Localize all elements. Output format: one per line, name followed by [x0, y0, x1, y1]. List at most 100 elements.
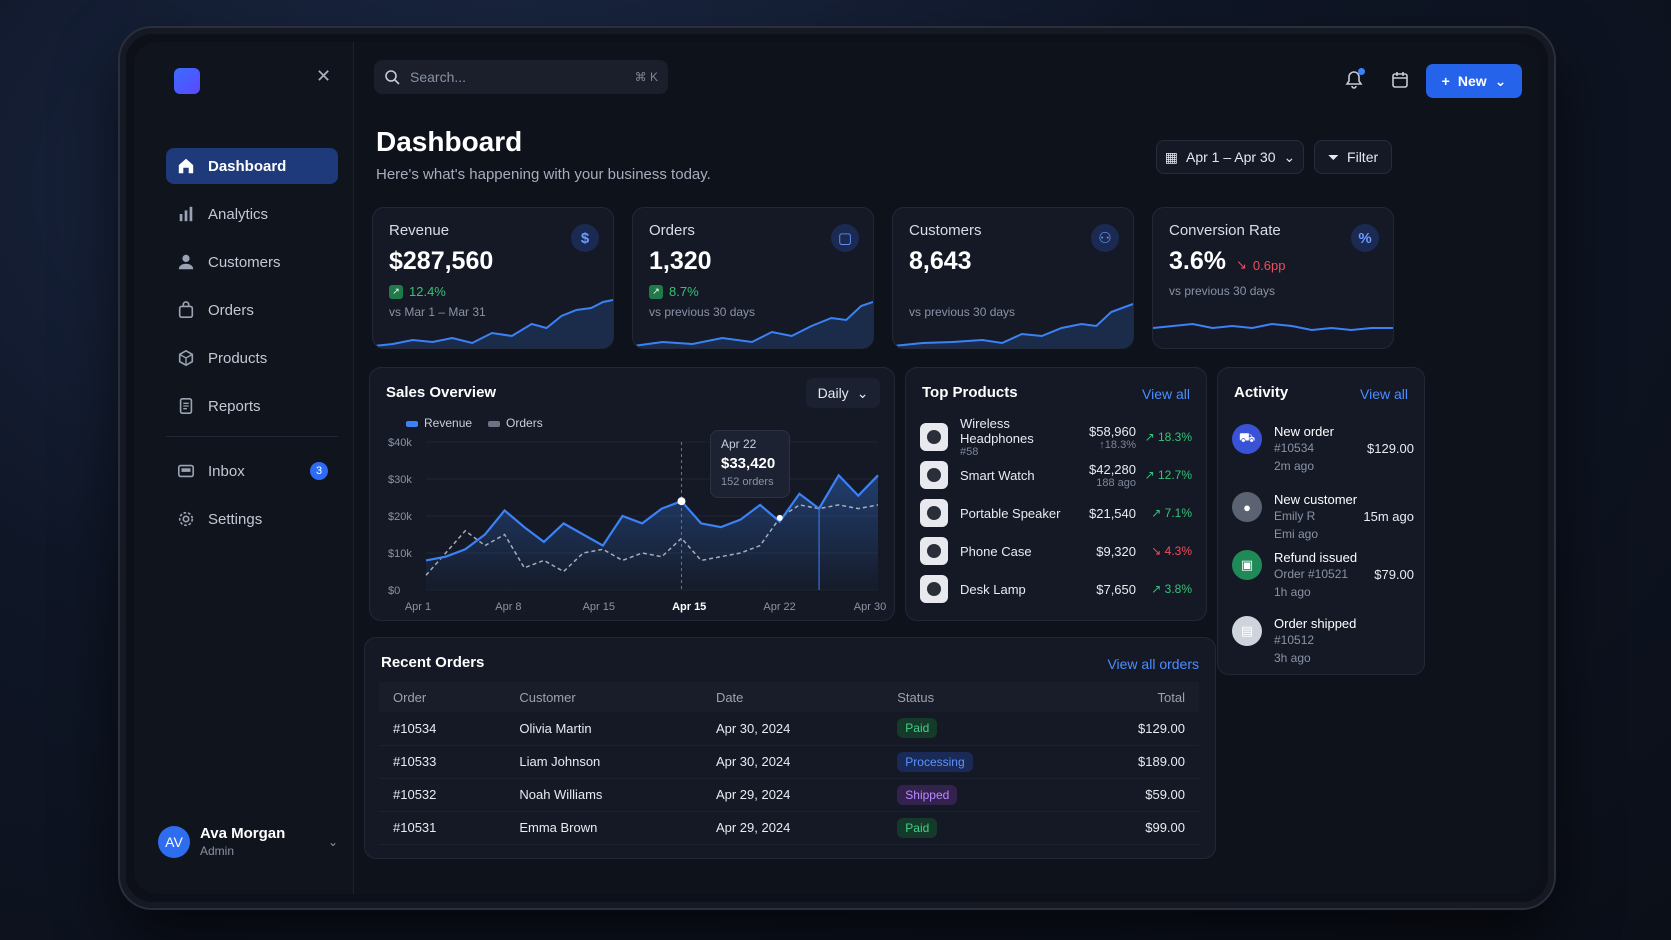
product-thumbnail	[920, 499, 948, 527]
status-cell: Processing	[883, 745, 1067, 779]
product-change: ↗ 7.1%	[1136, 506, 1192, 520]
status-badge: Paid	[897, 817, 938, 838]
product-sub: #58	[960, 446, 979, 458]
date-range-picker[interactable]: ▦ Apr 1 – Apr 30 ⌄	[1156, 140, 1304, 174]
trend-up-icon: ↗	[1144, 430, 1155, 444]
order-id[interactable]: #10534	[379, 712, 506, 746]
table-row[interactable]: #10534 Olivia Martin Apr 30, 2024 Paid $129.…	[379, 712, 1199, 746]
list-item[interactable]: Portable Speaker $21,540 ↗ 7.1%	[920, 498, 1192, 528]
product-change: ↗ 3.8%	[1136, 582, 1192, 596]
new-button[interactable]: + New ⌄	[1426, 64, 1522, 98]
panel-title: Activity	[1234, 384, 1289, 401]
list-item[interactable]: Wireless Headphones #58 $58,960 ↑18.3% ↗ 18.…	[920, 416, 1192, 458]
chevron-down-icon: ⌄	[1283, 148, 1296, 165]
view-all-orders-link[interactable]: View all orders	[1107, 656, 1199, 672]
trend-up-icon: ↗	[1144, 468, 1155, 482]
app-logo[interactable]	[174, 68, 200, 94]
list-item[interactable]: Phone Case $9,320 ↘ 4.3%	[920, 536, 1192, 566]
sales-line-chart[interactable]: $40k $30k $20k $10k $0 Apr 1 Apr 8 Apr 15 Apr 15…	[370, 368, 895, 621]
product-thumbnail	[920, 461, 948, 489]
list-item[interactable]: Desk Lamp $7,650 ↗ 3.8%	[920, 574, 1192, 604]
product-amount: $9,320	[1076, 544, 1136, 559]
close-sidebar-icon[interactable]: ✕	[316, 66, 332, 86]
status-cell: Shipped	[883, 778, 1067, 812]
search-input[interactable]: Search... ⌘ K	[374, 60, 668, 94]
customer-name: Noah Williams	[505, 778, 702, 812]
kpi-value: 8,643	[909, 247, 972, 275]
bell-icon[interactable]	[1344, 68, 1365, 90]
product-name-text: Portable Speaker	[960, 505, 1061, 521]
status-cell: Paid	[883, 712, 1067, 746]
bag-icon	[176, 300, 196, 320]
period-select-value: Daily	[817, 385, 849, 401]
activity-item[interactable]: ▣ Refund issued Order #10521 1h ago $79.00	[1232, 550, 1414, 599]
sidebar-item-customers[interactable]: Customers	[166, 244, 338, 280]
sparkline	[373, 299, 613, 348]
search-icon	[385, 70, 400, 85]
sidebar-item-reports[interactable]: Reports	[166, 388, 338, 424]
table-row[interactable]: #10533 Liam Johnson Apr 30, 2024 Processing…	[379, 745, 1199, 779]
legend-item-revenue: Revenue	[406, 416, 472, 430]
product-change-value: 4.3%	[1164, 544, 1192, 558]
view-all-activity-link[interactable]: View all	[1360, 386, 1408, 402]
x-tick-label: Apr 1	[405, 601, 431, 613]
panel-title: Recent Orders	[381, 654, 485, 671]
sidebar-item-label: Customers	[208, 253, 281, 271]
sparkline	[633, 301, 873, 348]
user-menu[interactable]: AV Ava Morgan Admin ⌄	[158, 825, 338, 858]
kpi-compare: vs previous 30 days	[909, 305, 1016, 319]
product-amount-text: $9,320	[1096, 543, 1136, 559]
y-tick-label: $10k	[388, 548, 412, 560]
sidebar-item-orders[interactable]: Orders	[166, 292, 338, 328]
sidebar-item-products[interactable]: Products	[166, 340, 338, 376]
filter-button[interactable]: ⏷ Filter	[1314, 140, 1392, 174]
column-header[interactable]: Total	[1066, 682, 1199, 712]
kpi-card-conversion-rate[interactable]: Conversion Rate 3.6% ↘ 0.6pp % vs previou…	[1152, 207, 1394, 349]
sidebar-item-analytics[interactable]: Analytics	[166, 196, 338, 232]
sidebar-item-inbox[interactable]: Inbox 3	[166, 453, 338, 489]
activity-item[interactable]: ▤ Order shipped #10512 3h ago	[1232, 616, 1414, 665]
order-id[interactable]: #10533	[379, 745, 506, 779]
activity-amount: $79.00	[1374, 567, 1414, 582]
activity-item[interactable]: ⛟ New order #10534 2m ago $129.00	[1232, 424, 1414, 473]
customer-name: Liam Johnson	[505, 745, 702, 779]
period-select[interactable]: Daily ⌄	[806, 378, 880, 408]
kpi-change: ↗ 8.7%	[649, 284, 857, 299]
order-total: $189.00	[1066, 745, 1199, 779]
new-button-label: New	[1457, 73, 1487, 89]
view-all-products-link[interactable]: View all	[1142, 386, 1190, 402]
kpi-card-customers[interactable]: Customers 8,643 ⚇ vs previous 30 days	[892, 207, 1134, 349]
column-header[interactable]: Date	[701, 682, 884, 712]
sidebar-item-settings[interactable]: Settings	[166, 501, 338, 537]
activity-amount: $129.00	[1367, 441, 1414, 456]
table-row[interactable]: #10531 Emma Brown Apr 29, 2024 Paid $99.00	[379, 811, 1199, 845]
kpi-value-text: 3.6%	[1169, 247, 1226, 275]
kpi-compare: vs previous 30 days	[1169, 284, 1276, 298]
revenue-line	[425, 473, 879, 562]
chart-tooltip: Apr 22 $33,420 152 orders	[710, 430, 790, 498]
kpi-card-orders[interactable]: Orders 1,320 ▢ ↗ 8.7% vs previous 30 days	[632, 207, 874, 349]
product-amount-text: $7,650	[1096, 581, 1136, 597]
filter-icon: ⏷	[1327, 148, 1340, 165]
sidebar-item-dashboard[interactable]: Dashboard	[166, 148, 338, 184]
box-icon: ▤	[1232, 616, 1262, 646]
activity-item[interactable]: ● New customer Emily R Emi ago 15m ago	[1232, 492, 1414, 541]
order-id[interactable]: #10532	[379, 778, 506, 812]
column-header[interactable]: Order	[379, 682, 506, 712]
column-header[interactable]: Customer	[505, 682, 702, 712]
column-header[interactable]: Status	[883, 682, 1067, 712]
order-id[interactable]: #10531	[379, 811, 506, 845]
list-item[interactable]: Smart Watch $42,280 188 ago ↗ 12.7%	[920, 460, 1192, 490]
kpi-change-value: 12.4%	[409, 284, 446, 299]
product-thumbnail	[920, 575, 948, 603]
calendar-icon[interactable]	[1390, 70, 1410, 90]
legend-label: Revenue	[424, 416, 473, 430]
table-row[interactable]: #10532 Noah Williams Apr 29, 2024 Shipped $5…	[379, 778, 1199, 812]
sidebar-item-label: Orders	[208, 301, 254, 319]
kpi-change-value: 8.7%	[669, 284, 699, 299]
trend-down-icon: ↘	[1235, 257, 1247, 272]
product-name-text: Wireless Headphones	[960, 416, 1034, 446]
chevron-down-icon[interactable]: ⌄	[327, 834, 338, 849]
kpi-card-revenue[interactable]: Revenue $287,560 $ ↗ 12.4% vs Mar 1 – Mar…	[372, 207, 614, 349]
product-amount: $58,960 ↑18.3%	[1076, 424, 1136, 451]
